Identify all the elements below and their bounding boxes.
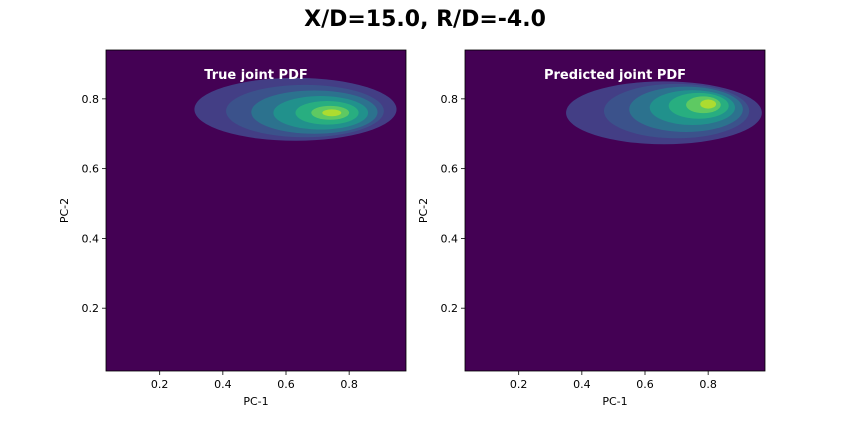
y-tick-label: 0.8 bbox=[82, 93, 100, 106]
y-tick-label: 0.4 bbox=[82, 232, 100, 245]
contour-group bbox=[566, 81, 762, 145]
y-tick-label: 0.8 bbox=[441, 93, 459, 106]
axes-frame bbox=[105, 49, 407, 372]
x-axis-label: PC-1 bbox=[602, 395, 627, 408]
y-tick-label: 0.2 bbox=[441, 302, 459, 315]
y-tick-label: 0.6 bbox=[441, 163, 459, 176]
x-axis-label: PC-1 bbox=[243, 395, 268, 408]
x-tick-label: 0.8 bbox=[699, 378, 717, 391]
x-tick-label: 0.6 bbox=[636, 378, 654, 391]
contour-level-7 bbox=[700, 99, 717, 109]
x-tick-label: 0.4 bbox=[573, 378, 591, 391]
panel-title: True joint PDF bbox=[204, 68, 308, 83]
contour-group bbox=[194, 77, 397, 141]
axes-frame bbox=[464, 49, 766, 372]
x-tick-label: 0.6 bbox=[277, 378, 295, 391]
x-tick-label: 0.2 bbox=[510, 378, 528, 391]
figure-title: X/D=15.0, R/D=-4.0 bbox=[304, 7, 546, 32]
y-tick-label: 0.2 bbox=[82, 302, 100, 315]
y-tick-label: 0.4 bbox=[441, 232, 459, 245]
x-tick-label: 0.2 bbox=[151, 378, 169, 391]
panel-title: Predicted joint PDF bbox=[544, 68, 686, 83]
y-tick-label: 0.6 bbox=[82, 163, 100, 176]
x-tick-label: 0.4 bbox=[214, 378, 232, 391]
x-tick-label: 0.8 bbox=[340, 378, 358, 391]
predicted-pdf-panel: 0.2 0.4 0.6 0.8 0.2 0.4 0.6 0.8 PC-1 PC-2 Predicte… bbox=[417, 49, 766, 408]
true-pdf-panel: 0.2 0.4 0.6 0.8 0.2 0.4 0.6 0.8 PC-1 PC-2 True joi… bbox=[58, 49, 407, 408]
contour-level-7 bbox=[322, 109, 342, 117]
y-axis-label: PC-2 bbox=[58, 198, 71, 223]
y-axis-label: PC-2 bbox=[417, 198, 430, 223]
